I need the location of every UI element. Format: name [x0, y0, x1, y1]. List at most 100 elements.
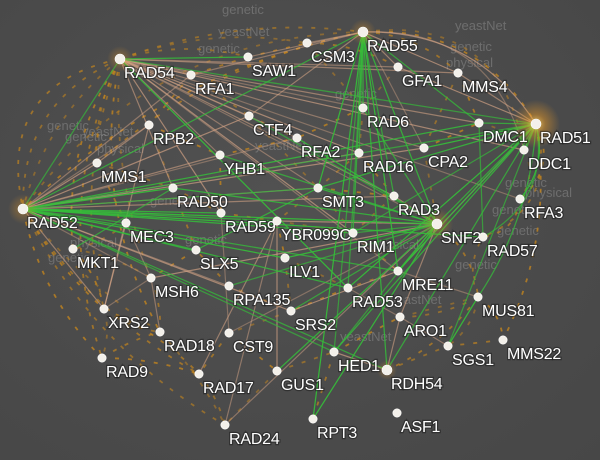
node-label-mre11[interactable]: MRE11 [401, 276, 455, 296]
node-dot[interactable] [530, 118, 542, 130]
node-dot[interactable] [17, 203, 29, 215]
node-csm3[interactable]: CSM3 [302, 38, 357, 68]
node-dot[interactable] [453, 68, 463, 78]
node-dot[interactable] [302, 38, 312, 48]
node-rim1[interactable]: RIM1 [348, 228, 396, 258]
node-dot[interactable] [329, 347, 339, 357]
node-rad17[interactable]: RAD17 [194, 369, 256, 399]
node-rad9[interactable]: RAD9 [97, 353, 150, 383]
node-dot[interactable] [286, 306, 296, 316]
node-hed1[interactable]: HED1 [329, 347, 382, 377]
node-dot[interactable] [431, 218, 443, 230]
node-label-rad9[interactable]: RAD9 [105, 363, 150, 383]
node-dot[interactable] [68, 244, 78, 254]
node-label-slx5[interactable]: SLX5 [199, 255, 240, 275]
node-ybr099c[interactable]: YBR099C [272, 216, 352, 246]
node-rfa1[interactable]: RFA1 [186, 70, 236, 99]
node-label-rad24[interactable]: RAD24 [228, 430, 282, 450]
node-label-rpb2[interactable]: RPB2 [152, 130, 196, 150]
node-label-rad54[interactable]: RAD54 [123, 64, 177, 84]
node-ctf4[interactable]: CTF4 [244, 111, 294, 141]
node-label-ybr099c[interactable]: YBR099C [280, 226, 352, 246]
node-dot[interactable] [498, 335, 508, 345]
node-label-mms1[interactable]: MMS1 [100, 168, 148, 188]
node-label-rad52[interactable]: RAD52 [26, 214, 80, 234]
node-snf2[interactable]: SNF2 [431, 218, 483, 248]
node-label-ilv1[interactable]: ILV1 [288, 263, 322, 283]
node-rad54[interactable]: RAD54 [114, 53, 177, 84]
node-label-aro1[interactable]: ARO1 [403, 322, 449, 342]
node-label-ctf4[interactable]: CTF4 [252, 121, 294, 141]
node-sgs1[interactable]: SGS1 [443, 341, 496, 370]
node-dot[interactable] [473, 292, 483, 302]
node-label-smt3[interactable]: SMT3 [321, 193, 366, 213]
node-label-gus1[interactable]: GUS1 [280, 376, 326, 396]
node-label-mms4[interactable]: MMS4 [461, 78, 509, 98]
node-label-rfa3[interactable]: RFA3 [523, 204, 565, 224]
node-dot[interactable] [194, 369, 204, 379]
node-dot[interactable] [92, 158, 102, 168]
node-rad57[interactable]: RAD57 [478, 232, 540, 262]
node-mms4[interactable]: MMS4 [453, 68, 509, 98]
node-label-rad51[interactable]: RAD51 [539, 129, 593, 149]
node-cpa2[interactable]: CPA2 [419, 143, 470, 172]
node-label-gfa1[interactable]: GFA1 [401, 72, 444, 92]
node-label-hed1[interactable]: HED1 [337, 357, 382, 377]
node-rdh54[interactable]: RDH54 [381, 364, 444, 394]
node-label-asf1[interactable]: ASF1 [400, 418, 442, 438]
node-dot[interactable] [216, 208, 226, 218]
node-label-rad6[interactable]: RAD6 [366, 113, 411, 133]
node-rad53[interactable]: RAD53 [343, 283, 405, 313]
node-label-xrs2[interactable]: XRS2 [107, 314, 151, 334]
node-dot[interactable] [186, 70, 196, 80]
node-mms1[interactable]: MMS1 [92, 158, 148, 188]
node-xrs2[interactable]: XRS2 [99, 304, 151, 334]
node-label-mms22[interactable]: MMS22 [506, 345, 563, 365]
node-label-rad53[interactable]: RAD53 [351, 293, 405, 313]
node-label-rad18[interactable]: RAD18 [163, 337, 217, 357]
node-label-rad16[interactable]: RAD16 [362, 158, 416, 178]
node-label-rad55[interactable]: RAD55 [366, 37, 420, 57]
node-label-mus81[interactable]: MUS81 [481, 302, 536, 322]
node-smt3[interactable]: SMT3 [313, 183, 366, 213]
node-dot[interactable] [215, 150, 225, 160]
node-rpb2[interactable]: RPB2 [144, 120, 196, 150]
node-dot[interactable] [144, 120, 154, 130]
node-saw1[interactable]: SAW1 [243, 52, 298, 81]
node-label-rpa135[interactable]: RPA135 [232, 291, 292, 311]
node-label-rim1[interactable]: RIM1 [356, 238, 396, 258]
node-label-rpt3[interactable]: RPT3 [316, 424, 359, 444]
node-label-csm3[interactable]: CSM3 [310, 48, 357, 68]
node-dot[interactable] [392, 408, 402, 418]
node-mre11[interactable]: MRE11 [393, 266, 455, 296]
node-rad6[interactable]: RAD6 [358, 103, 411, 133]
node-dot[interactable] [99, 304, 109, 314]
node-label-mec3[interactable]: MEC3 [129, 228, 176, 248]
node-label-rad59[interactable]: RAD59 [224, 218, 278, 238]
node-rad18[interactable]: RAD18 [155, 327, 217, 357]
node-msh6[interactable]: MSH6 [146, 273, 200, 302]
node-gus1[interactable]: GUS1 [272, 366, 326, 396]
node-dmc1[interactable]: DMC1 [474, 118, 529, 147]
node-dot[interactable] [244, 111, 254, 121]
node-label-rfa2[interactable]: RFA2 [300, 143, 342, 163]
node-gfa1[interactable]: GFA1 [393, 62, 444, 92]
node-dot[interactable] [443, 341, 453, 351]
node-rad59[interactable]: RAD59 [216, 208, 278, 238]
node-asf1[interactable]: ASF1 [392, 408, 442, 438]
node-dot[interactable] [121, 218, 131, 228]
node-dot[interactable] [395, 312, 405, 322]
node-dot[interactable] [280, 253, 290, 263]
node-mus81[interactable]: MUS81 [473, 292, 536, 322]
node-label-rad57[interactable]: RAD57 [486, 242, 540, 262]
node-dot[interactable] [358, 103, 368, 113]
node-rad55[interactable]: RAD55 [357, 26, 420, 57]
node-dot[interactable] [272, 366, 282, 376]
node-dot[interactable] [519, 145, 529, 155]
node-dot[interactable] [308, 414, 318, 424]
node-label-rad17[interactable]: RAD17 [202, 379, 256, 399]
node-mms22[interactable]: MMS22 [498, 335, 563, 365]
node-ddc1[interactable]: DDC1 [519, 145, 573, 174]
node-mkt1[interactable]: MKT1 [68, 244, 121, 273]
